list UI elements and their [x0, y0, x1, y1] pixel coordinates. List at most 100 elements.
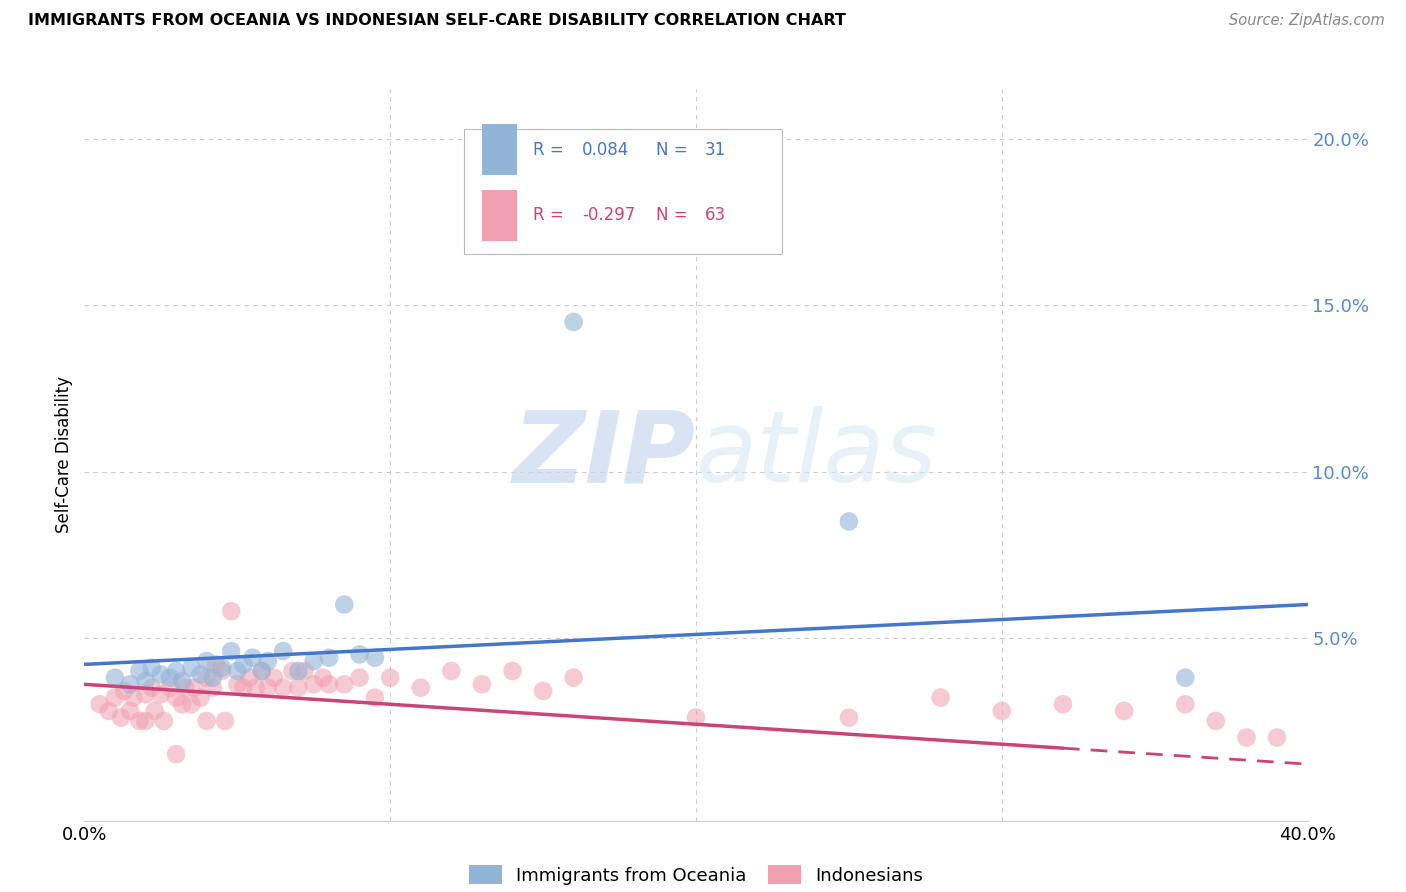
Point	[183, 681, 205, 695]
Point	[97, 704, 120, 718]
Point	[562, 315, 585, 329]
Point	[165, 690, 187, 705]
Point	[287, 681, 309, 695]
Point	[135, 687, 157, 701]
Point	[271, 681, 294, 695]
Point	[141, 661, 163, 675]
Point	[135, 673, 157, 688]
Point	[1265, 731, 1288, 745]
Point	[364, 650, 387, 665]
Point	[302, 677, 325, 691]
Point	[1114, 704, 1136, 718]
Point	[226, 677, 249, 691]
Point	[991, 704, 1014, 718]
Point	[318, 650, 340, 665]
Point	[333, 677, 356, 691]
Point	[250, 664, 273, 678]
Text: ZIP: ZIP	[513, 407, 696, 503]
Y-axis label: Self-Care Disability: Self-Care Disability	[55, 376, 73, 533]
Point	[287, 664, 309, 678]
Point	[245, 681, 267, 695]
Point	[122, 690, 145, 705]
Point	[104, 690, 127, 705]
Point	[112, 684, 135, 698]
Point	[471, 182, 494, 196]
Point	[128, 664, 150, 678]
Point	[143, 704, 166, 718]
Point	[232, 681, 254, 695]
Point	[172, 673, 194, 688]
Text: Source: ZipAtlas.com: Source: ZipAtlas.com	[1229, 13, 1385, 29]
Point	[135, 714, 157, 728]
Point	[190, 690, 212, 705]
Text: N =: N =	[655, 206, 693, 225]
Point	[333, 598, 356, 612]
Text: N =: N =	[655, 141, 693, 159]
Point	[159, 681, 181, 695]
Point	[257, 681, 280, 695]
Point	[838, 710, 860, 724]
Point	[180, 661, 202, 675]
Text: R =: R =	[533, 206, 575, 225]
Point	[531, 684, 554, 698]
Text: 31: 31	[704, 141, 725, 159]
Point	[104, 671, 127, 685]
Point	[1205, 714, 1227, 728]
Text: 63: 63	[704, 206, 725, 225]
Point	[219, 604, 242, 618]
Point	[195, 671, 218, 685]
Point	[153, 714, 176, 728]
Text: atlas: atlas	[696, 407, 938, 503]
Point	[838, 515, 860, 529]
Point	[562, 671, 585, 685]
Point	[318, 677, 340, 691]
Point	[238, 671, 260, 685]
Text: 0.084: 0.084	[582, 141, 630, 159]
Point	[159, 671, 181, 685]
Point	[281, 664, 304, 678]
Point	[211, 661, 233, 675]
Point	[929, 690, 952, 705]
Point	[165, 664, 187, 678]
Point	[201, 681, 224, 695]
Point	[219, 644, 242, 658]
Point	[174, 681, 197, 695]
Point	[1234, 731, 1257, 745]
Point	[685, 710, 707, 724]
Point	[1052, 698, 1074, 712]
Point	[120, 704, 142, 718]
Point	[312, 671, 335, 685]
Point	[302, 654, 325, 668]
Point	[205, 657, 228, 672]
Point	[141, 681, 163, 695]
Point	[502, 664, 524, 678]
Point	[89, 698, 111, 712]
Text: R =: R =	[533, 141, 575, 159]
Point	[120, 677, 142, 691]
Point	[242, 650, 264, 665]
Point	[165, 747, 187, 761]
Point	[211, 664, 233, 678]
Point	[195, 714, 218, 728]
Point	[180, 698, 202, 712]
Point	[201, 671, 224, 685]
Point	[440, 664, 463, 678]
Point	[110, 710, 132, 724]
Point	[149, 667, 172, 681]
Point	[380, 671, 402, 685]
Point	[271, 644, 294, 658]
Point	[149, 687, 172, 701]
Point	[257, 654, 280, 668]
Text: -0.297: -0.297	[582, 206, 636, 225]
FancyBboxPatch shape	[482, 190, 517, 241]
Point	[250, 664, 273, 678]
Point	[128, 714, 150, 728]
Point	[190, 667, 212, 681]
Point	[263, 671, 285, 685]
Point	[1174, 698, 1197, 712]
Legend: Immigrants from Oceania, Indonesians: Immigrants from Oceania, Indonesians	[470, 865, 922, 885]
Point	[195, 654, 218, 668]
Point	[226, 664, 249, 678]
Point	[349, 671, 371, 685]
FancyBboxPatch shape	[464, 129, 782, 253]
